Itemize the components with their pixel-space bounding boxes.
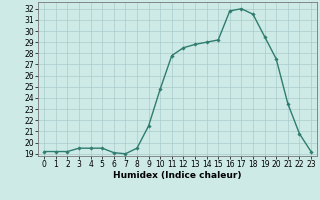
X-axis label: Humidex (Indice chaleur): Humidex (Indice chaleur)	[113, 171, 242, 180]
